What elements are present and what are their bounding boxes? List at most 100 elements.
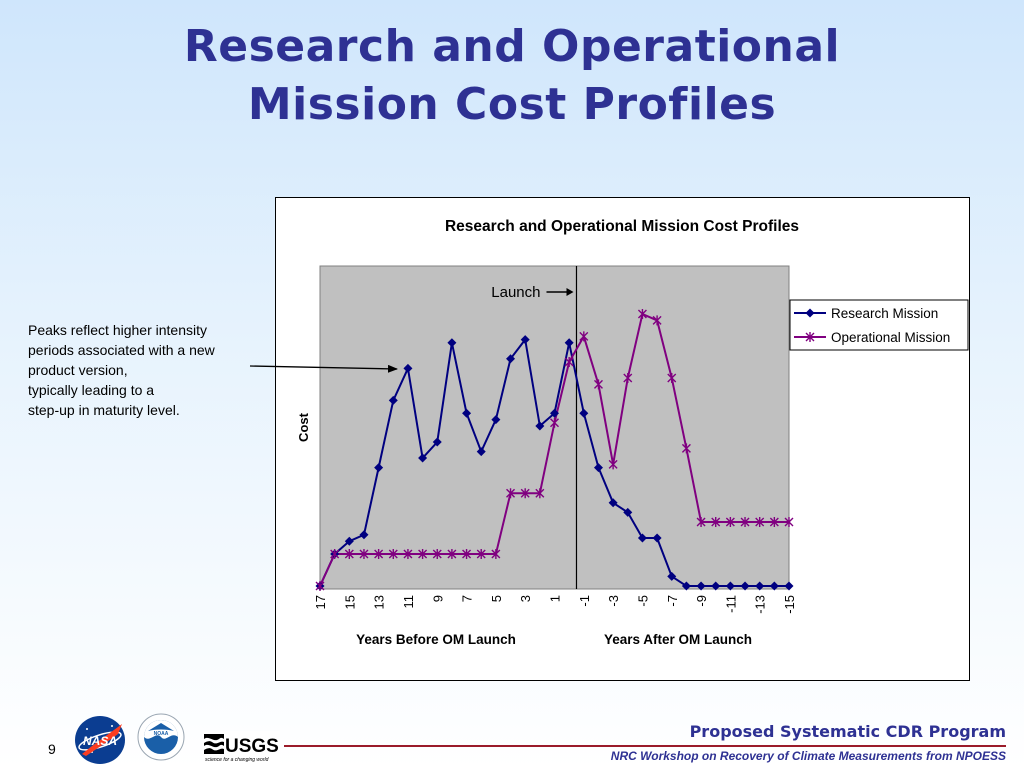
operational-mission-point: [520, 488, 530, 499]
research-mission-point: [403, 363, 413, 373]
research-mission-point: [593, 463, 603, 473]
operational-mission-point: [755, 517, 765, 527]
operational-mission-point: [769, 517, 779, 527]
research-mission-point: [769, 581, 779, 591]
x-tick-label: 5: [489, 595, 504, 602]
legend-marker: [805, 332, 815, 342]
x-tick-label: -9: [694, 595, 709, 607]
research-mission-point: [681, 581, 691, 591]
research-mission-point: [696, 581, 706, 591]
operational-mission-point: [359, 549, 369, 559]
footer-workshop-title: NRC Workshop on Recovery of Climate Meas…: [610, 749, 1006, 763]
operational-mission-point: [535, 488, 545, 499]
research-mission-point: [755, 581, 765, 591]
operational-mission-point: [344, 549, 354, 559]
x-tick-label: -1: [577, 595, 592, 607]
x-tick-label: -15: [782, 595, 797, 614]
research-mission-point: [476, 447, 486, 457]
research-mission-point: [506, 354, 516, 364]
research-mission-point: [652, 533, 662, 543]
annotation-line: product version,: [28, 362, 128, 378]
research-mission-point: [564, 338, 574, 348]
operational-mission-point: [476, 549, 486, 559]
operational-mission-point: [725, 517, 735, 527]
operational-mission-point: [652, 315, 662, 326]
x-tick-label: 9: [430, 595, 445, 602]
legend-label: Research Mission: [831, 306, 938, 321]
noaa-logo: NOAA: [137, 713, 185, 761]
operational-mission-point: [667, 373, 677, 383]
operational-mission-point: [623, 373, 633, 383]
research-mission-point: [491, 415, 501, 425]
operational-mission-point: [784, 517, 794, 527]
x-tick-label: 13: [372, 595, 387, 609]
operational-mission-point: [462, 549, 472, 559]
title-line-1: Research and Operational: [183, 21, 841, 72]
x-tick-label: -11: [723, 595, 738, 613]
operational-mission-point: [418, 549, 428, 559]
chart-title: Research and Operational Mission Cost Pr…: [445, 218, 799, 235]
operational-mission-point: [330, 549, 340, 559]
research-mission-point: [725, 581, 735, 591]
peaks-annotation: Peaks reflect higher intensity periods a…: [28, 320, 278, 420]
operational-mission-point: [564, 357, 574, 367]
operational-mission-point: [550, 417, 559, 428]
legend-marker: [805, 308, 815, 318]
x-axis-label-before: Years Before OM Launch: [356, 632, 516, 647]
annotation-line: step-up in maturity level.: [28, 402, 180, 418]
research-mission-point: [388, 395, 398, 405]
operational-mission-point: [681, 443, 691, 454]
annotation-line: typically leading to a: [28, 382, 155, 398]
page-number: 9: [48, 741, 56, 757]
research-mission-point: [667, 571, 677, 581]
research-mission-point: [579, 408, 589, 418]
x-tick-label: -13: [753, 595, 768, 614]
usgs-tagline: science for a changing world: [205, 757, 269, 763]
x-tick-label: -3: [606, 595, 621, 607]
annotation-line: periods associated with a new: [28, 342, 215, 358]
x-tick-label: -7: [665, 595, 680, 607]
research-mission-point: [447, 338, 457, 348]
operational-mission-point: [740, 517, 750, 527]
research-mission-point: [608, 498, 618, 508]
x-axis-label-after: Years After OM Launch: [604, 632, 752, 647]
x-tick-label: 3: [518, 595, 533, 602]
operational-mission-point: [593, 379, 603, 390]
operational-mission-point: [637, 309, 647, 319]
operational-mission-point: [579, 331, 589, 342]
research-mission-point: [344, 536, 354, 546]
title-line-2: Mission Cost Profiles: [247, 79, 777, 130]
footer-rule: [284, 745, 1006, 747]
slide-title: Research and Operational Mission Cost Pr…: [0, 18, 1024, 134]
operational-mission-point: [388, 549, 398, 559]
usgs-logo: USGS science for a changing world: [202, 731, 280, 763]
x-tick-label: 15: [342, 595, 357, 609]
x-tick-label: 17: [313, 595, 328, 609]
operational-mission-point: [696, 517, 706, 527]
launch-arrow-head: [566, 288, 574, 296]
footer-program-title: Proposed Systematic CDR Program: [689, 722, 1006, 741]
research-mission-point: [637, 533, 647, 543]
noaa-logo-text: NOAA: [154, 731, 169, 737]
operational-mission-point: [608, 459, 618, 470]
x-tick-label: 11: [401, 595, 416, 609]
legend-box: [789, 299, 969, 351]
nasa-logo-text: NASA: [83, 734, 117, 748]
operational-mission-point: [506, 488, 516, 499]
research-mission-point: [359, 530, 369, 540]
x-tick-label: -5: [635, 595, 650, 607]
operational-mission-point: [315, 581, 325, 591]
x-tick-label: 7: [460, 595, 475, 602]
research-mission-point: [711, 581, 721, 591]
research-mission-point: [374, 463, 384, 473]
launch-label: Launch: [491, 284, 540, 301]
operational-mission-point: [374, 549, 384, 559]
annotation-line: Peaks reflect higher intensity: [28, 322, 207, 338]
research-mission-point: [740, 581, 750, 591]
nasa-logo: NASA: [75, 716, 125, 764]
research-mission-point: [462, 408, 472, 418]
research-mission-point: [535, 421, 545, 431]
line-chart: Research and Operational Mission Cost Pr…: [296, 218, 969, 647]
operational-mission-point: [711, 517, 721, 527]
legend-label: Operational Mission: [831, 330, 950, 345]
